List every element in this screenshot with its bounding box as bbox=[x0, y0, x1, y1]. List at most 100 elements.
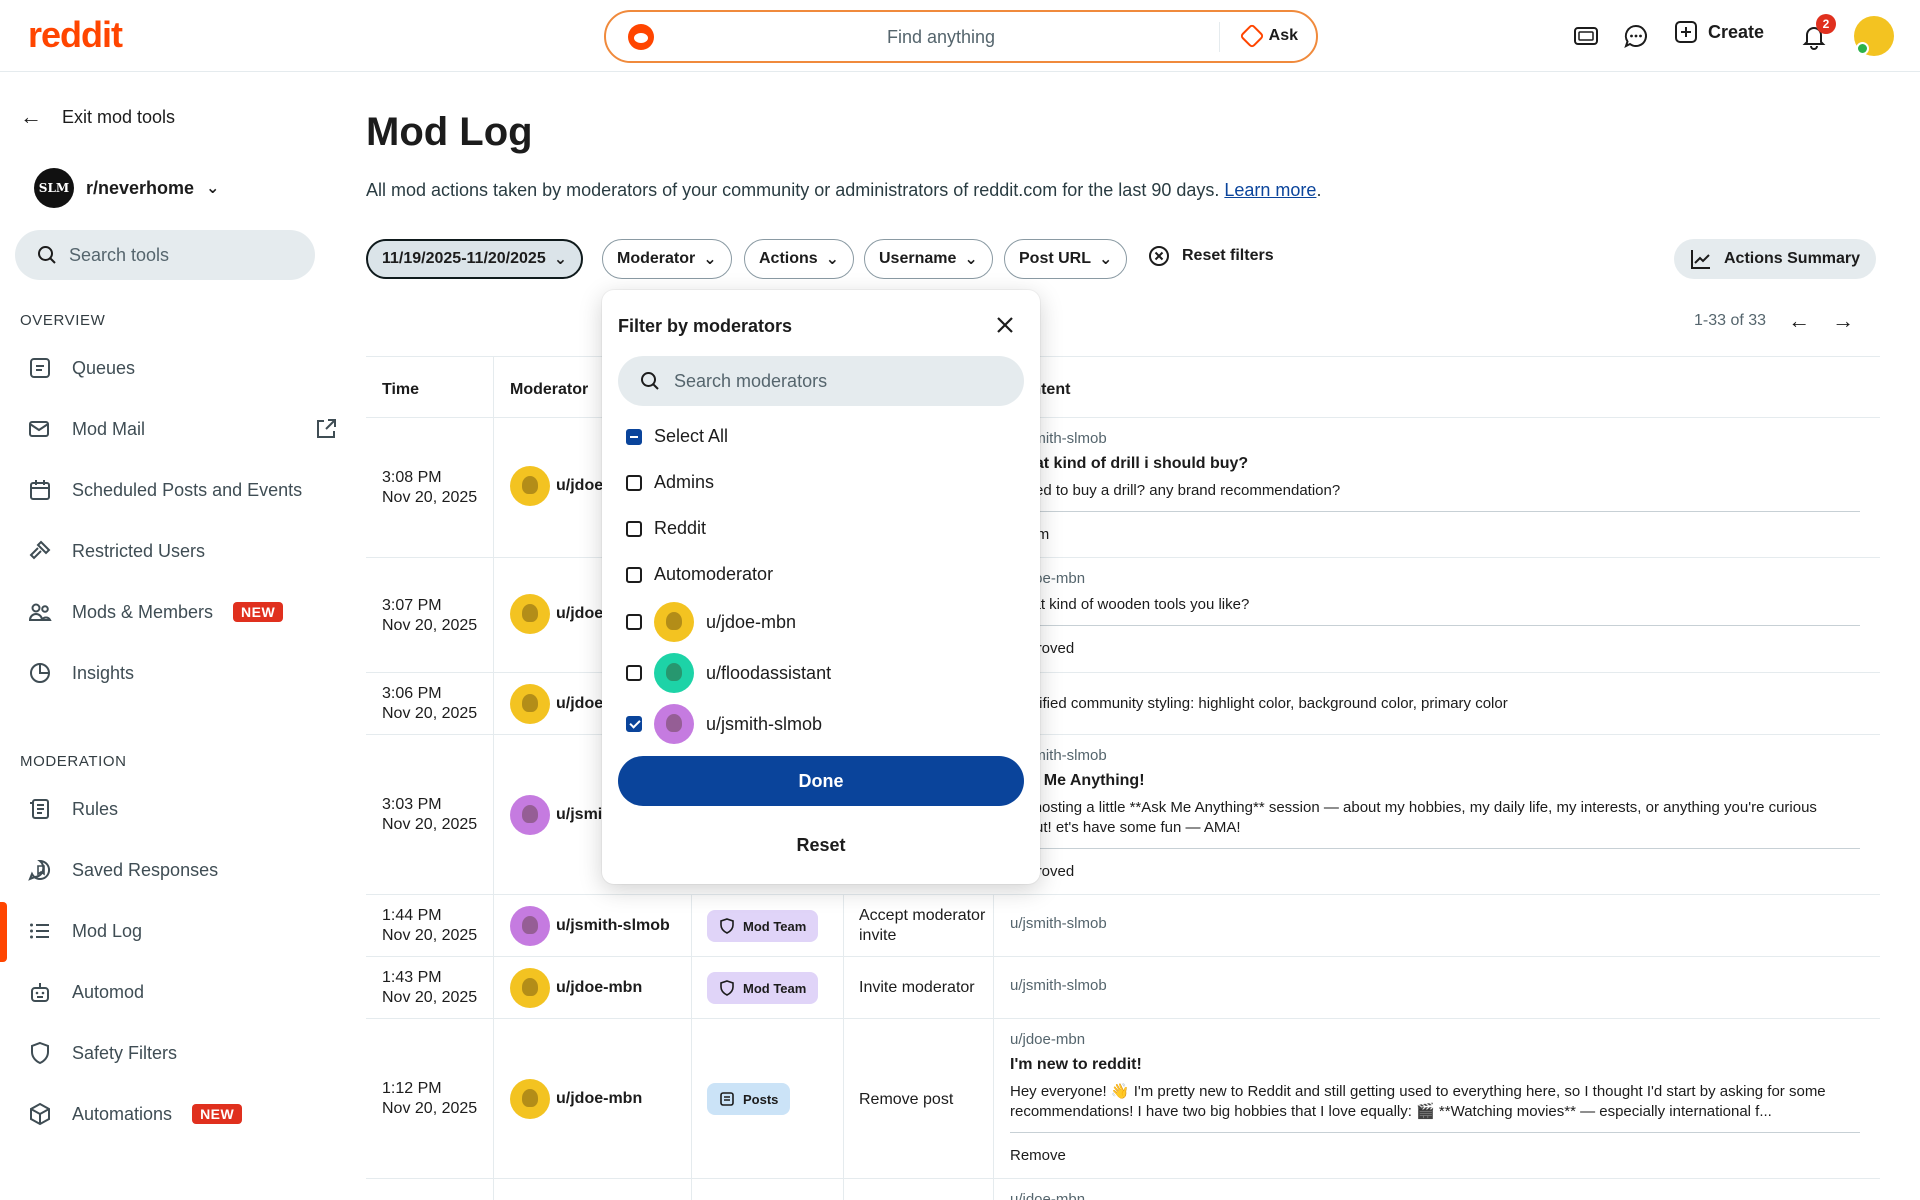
sidebar-item-mods-members[interactable]: Mods & Members NEW bbox=[28, 600, 338, 624]
select-all-checkbox[interactable] bbox=[626, 428, 642, 445]
reset-filters-button[interactable]: Reset filters bbox=[1148, 245, 1274, 267]
pagination: 1-33 of 33 ← → bbox=[1694, 308, 1854, 334]
search-moderators-input[interactable]: Search moderators bbox=[618, 356, 1024, 406]
create-button[interactable]: Create bbox=[1674, 20, 1764, 44]
sidebar-item-restricted-users[interactable]: Restricted Users bbox=[28, 539, 338, 563]
row-content[interactable]: Modified community styling: highlight co… bbox=[1010, 695, 1860, 712]
row-content[interactable]: u/jdoe-mbn bbox=[1010, 1191, 1860, 1200]
community-switcher[interactable]: SLM r/neverhome ⌄ bbox=[34, 168, 219, 208]
external-link-icon[interactable] bbox=[314, 417, 338, 441]
page-title: Mod Log bbox=[366, 110, 533, 154]
ads-icon[interactable] bbox=[1572, 22, 1600, 50]
exit-mod-tools-link[interactable]: ← Exit mod tools bbox=[20, 104, 175, 130]
actions-summary-label: Actions Summary bbox=[1724, 250, 1861, 267]
option-select-all[interactable]: Select All bbox=[626, 426, 728, 447]
dropdown-title: Filter by moderators bbox=[618, 316, 793, 336]
search-tools-input[interactable]: Search tools bbox=[15, 230, 315, 280]
reddit-checkbox[interactable] bbox=[626, 520, 642, 537]
row-content[interactable]: u/jsmith-slmob What kind of drill i shou… bbox=[1010, 430, 1860, 543]
row-content[interactable]: u/jsmith-slmob bbox=[1010, 977, 1860, 994]
close-icon[interactable] bbox=[992, 312, 1018, 338]
column-divider bbox=[493, 735, 494, 894]
reddit-logo[interactable]: reddit bbox=[28, 14, 123, 55]
chevron-down-icon: ⌄ bbox=[206, 180, 220, 197]
username-filter[interactable]: Username ⌄ bbox=[864, 239, 993, 279]
table-row[interactable]: 3:06 PM Nov 20, 2025 u/jdoe-mbn Modified… bbox=[366, 673, 1880, 735]
sidebar-item-mod-mail[interactable]: Mod Mail bbox=[28, 417, 338, 441]
user-avatar[interactable] bbox=[1854, 16, 1894, 56]
column-divider bbox=[993, 1019, 994, 1178]
row-moderator[interactable]: u/jdoe-mbn bbox=[510, 968, 642, 1008]
reset-button[interactable]: Reset bbox=[796, 835, 846, 855]
actions-summary-button[interactable]: Actions Summary bbox=[1674, 239, 1877, 279]
next-page-icon[interactable]: → bbox=[1832, 308, 1855, 333]
table-row[interactable]: 3:03 PM Nov 20, 2025 u/jsmith-slmob u/js… bbox=[366, 735, 1880, 895]
moderator-filter-dropdown: Filter by moderators Search moderators S… bbox=[602, 290, 1040, 884]
row-action: Remove post bbox=[859, 1091, 954, 1108]
row-content[interactable]: u/jdoe-mbn What kind of wooden tools you… bbox=[1010, 570, 1860, 657]
chat-icon[interactable] bbox=[1622, 22, 1650, 50]
row-content[interactable]: u/jsmith-slmob Ask Me Anything! I'm host… bbox=[1010, 747, 1860, 880]
global-search-input[interactable]: Find anything bbox=[886, 27, 996, 47]
avatar bbox=[654, 602, 694, 642]
table-row[interactable]: 1:43 PM Nov 20, 2025 u/jdoe-mbn Mod Team… bbox=[366, 957, 1880, 1019]
category-tag: Mod Team bbox=[707, 910, 819, 942]
column-header-moderator: Moderator bbox=[510, 381, 589, 398]
prev-page-icon[interactable]: ← bbox=[1788, 308, 1811, 333]
option-floodassistant[interactable]: u/floodassistant bbox=[626, 653, 831, 693]
table-row[interactable]: 1:12 PM Nov 20, 2025 u/jdoe-mbn Posts Re… bbox=[366, 1019, 1880, 1179]
table-row[interactable]: u/jdoe-mbn bbox=[366, 1179, 1880, 1200]
sidebar-item-saved-responses[interactable]: Saved Responses bbox=[28, 858, 338, 882]
content-footer: Approved bbox=[1010, 863, 1075, 880]
option-reddit[interactable]: Reddit bbox=[626, 518, 706, 539]
post-url-filter[interactable]: Post URL ⌄ bbox=[1004, 239, 1128, 279]
sidebar-item-mod-log[interactable]: Mod Log bbox=[28, 919, 338, 943]
sidebar-item-automations[interactable]: Automations NEW bbox=[28, 1102, 338, 1126]
table-row[interactable]: 1:44 PM Nov 20, 2025 u/jsmith-slmob Mod … bbox=[366, 895, 1880, 957]
sidebar-item-safety-filters[interactable]: Safety Filters bbox=[28, 1041, 338, 1065]
jsmith-slmob-checkbox[interactable] bbox=[626, 716, 642, 732]
sidebar-item-insights[interactable]: Insights bbox=[28, 661, 338, 685]
row-date-value: Nov 20, 2025 bbox=[382, 705, 478, 722]
row-moderator[interactable]: u/jsmith-slmob bbox=[510, 906, 670, 946]
option-jdoe-mbn[interactable]: u/jdoe-mbn bbox=[626, 602, 796, 642]
ask-button[interactable]: Ask bbox=[1238, 23, 1298, 49]
admins-checkbox[interactable] bbox=[626, 474, 642, 491]
sidebar-item-automod[interactable]: Automod bbox=[28, 980, 338, 1004]
option-automoderator[interactable]: Automoderator bbox=[626, 564, 773, 585]
global-search-bar[interactable]: Find anything Ask bbox=[604, 10, 1318, 63]
community-icon: SLM bbox=[34, 168, 74, 208]
sidebar-item-rules[interactable]: Rules bbox=[28, 797, 338, 821]
column-divider bbox=[493, 558, 494, 672]
new-badge: NEW bbox=[192, 1104, 243, 1124]
actions-filter[interactable]: Actions ⌄ bbox=[744, 239, 855, 279]
column-divider bbox=[993, 1179, 994, 1200]
chevron-down-icon: ⌄ bbox=[703, 251, 717, 268]
automoderator-checkbox[interactable] bbox=[626, 566, 642, 583]
row-content[interactable]: u/jdoe-mbn I'm new to reddit! Hey everyo… bbox=[1010, 1031, 1860, 1164]
sidebar-item-queues[interactable]: Queues bbox=[28, 356, 338, 380]
date-range-filter[interactable]: 11/19/2025-11/20/2025 ⌄ bbox=[366, 239, 584, 279]
table-row[interactable]: 3:08 PM Nov 20, 2025 u/jdoe-mbn u/jsmith… bbox=[366, 418, 1880, 558]
table-row[interactable]: 3:07 PM Nov 20, 2025 u/jdoe-mbn u/jdoe-m… bbox=[366, 558, 1880, 673]
row-content[interactable]: u/jsmith-slmob bbox=[1010, 915, 1860, 932]
content-body: Hey everyone! 👋 I'm pretty new to Reddit… bbox=[1010, 1083, 1826, 1120]
row-moderator[interactable]: u/jdoe-mbn bbox=[510, 1079, 642, 1119]
sidebar-item-label: Insights bbox=[72, 662, 135, 683]
sidebar-item-scheduled[interactable]: Scheduled Posts and Events bbox=[28, 478, 338, 502]
option-admins[interactable]: Admins bbox=[626, 472, 714, 493]
page-description: All mod actions taken by moderators of y… bbox=[366, 180, 1321, 201]
avatar bbox=[510, 968, 550, 1008]
floodassistant-checkbox[interactable] bbox=[626, 665, 642, 681]
row-moderator-name: u/jdoe-mbn bbox=[556, 1090, 643, 1107]
option-jsmith-slmob[interactable]: u/jsmith-slmob bbox=[626, 704, 822, 744]
moderator-filter[interactable]: Moderator ⌄ bbox=[602, 239, 732, 279]
done-button[interactable]: Done bbox=[618, 756, 1024, 806]
column-header-time: Time bbox=[382, 381, 420, 398]
moderator-filter-label: Moderator bbox=[617, 250, 696, 267]
learn-more-link[interactable]: Learn more bbox=[1224, 180, 1317, 200]
column-divider bbox=[691, 957, 692, 1018]
notification-count-badge: 2 bbox=[1816, 14, 1836, 34]
column-divider bbox=[691, 1179, 692, 1200]
jdoe-mbn-checkbox[interactable] bbox=[626, 614, 642, 630]
